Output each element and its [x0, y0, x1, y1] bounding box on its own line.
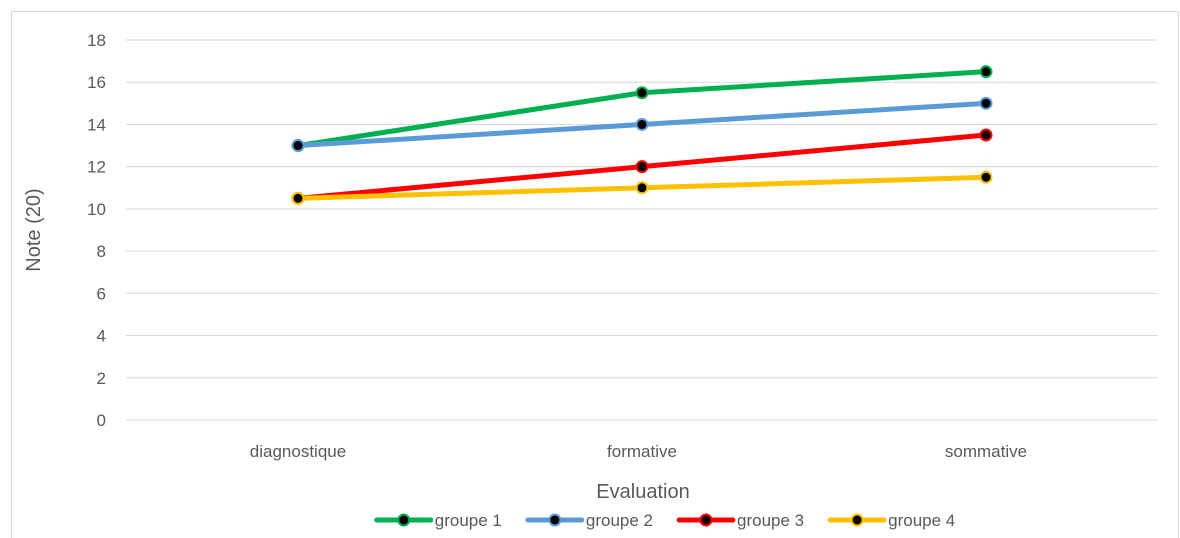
- chart-frame: [11, 11, 1179, 538]
- y-tick-label: 12: [87, 158, 106, 177]
- x-axis-ticks: diagnostique formative sommative: [250, 442, 1027, 461]
- y-tick-label: 10: [87, 200, 106, 219]
- legend-label: groupe 3: [737, 511, 804, 530]
- data-point-marker: [635, 117, 649, 131]
- legend: groupe 1 groupe 2 groupe 3 groupe 4: [374, 511, 955, 530]
- y-tick-label: 14: [87, 115, 106, 134]
- legend-swatch-marker: [699, 513, 713, 527]
- y-tick-label: 0: [97, 411, 106, 430]
- data-point-marker: [635, 181, 649, 195]
- data-point-marker: [635, 86, 649, 100]
- legend-label: groupe 4: [888, 511, 955, 530]
- data-point-marker: [979, 170, 993, 184]
- x-axis-title: Evaluation: [596, 481, 689, 503]
- legend-label: groupe 2: [586, 511, 653, 530]
- y-tick-label: 8: [97, 242, 106, 261]
- data-point-marker: [979, 96, 993, 110]
- data-point-marker: [291, 191, 305, 205]
- x-tick-label: sommative: [945, 442, 1027, 461]
- data-point-marker: [291, 139, 305, 153]
- data-point-marker: [635, 160, 649, 174]
- data-point-marker: [979, 65, 993, 79]
- legend-swatch-marker: [548, 513, 562, 527]
- y-tick-label: 18: [87, 31, 106, 50]
- y-tick-label: 6: [97, 284, 106, 303]
- legend-label: groupe 1: [435, 511, 502, 530]
- x-tick-label: formative: [607, 442, 677, 461]
- y-axis-ticks: 0 2 4 6 8 10 12 14 16 18: [87, 31, 106, 430]
- legend-swatch-marker: [397, 513, 411, 527]
- y-axis-title: Note (20): [23, 188, 45, 271]
- y-tick-label: 2: [97, 369, 106, 388]
- data-point-marker: [979, 128, 993, 142]
- y-tick-label: 4: [97, 327, 106, 346]
- series-markers: [291, 65, 993, 205]
- x-tick-label: diagnostique: [250, 442, 346, 461]
- y-tick-label: 16: [87, 73, 106, 92]
- legend-swatch-marker: [850, 513, 864, 527]
